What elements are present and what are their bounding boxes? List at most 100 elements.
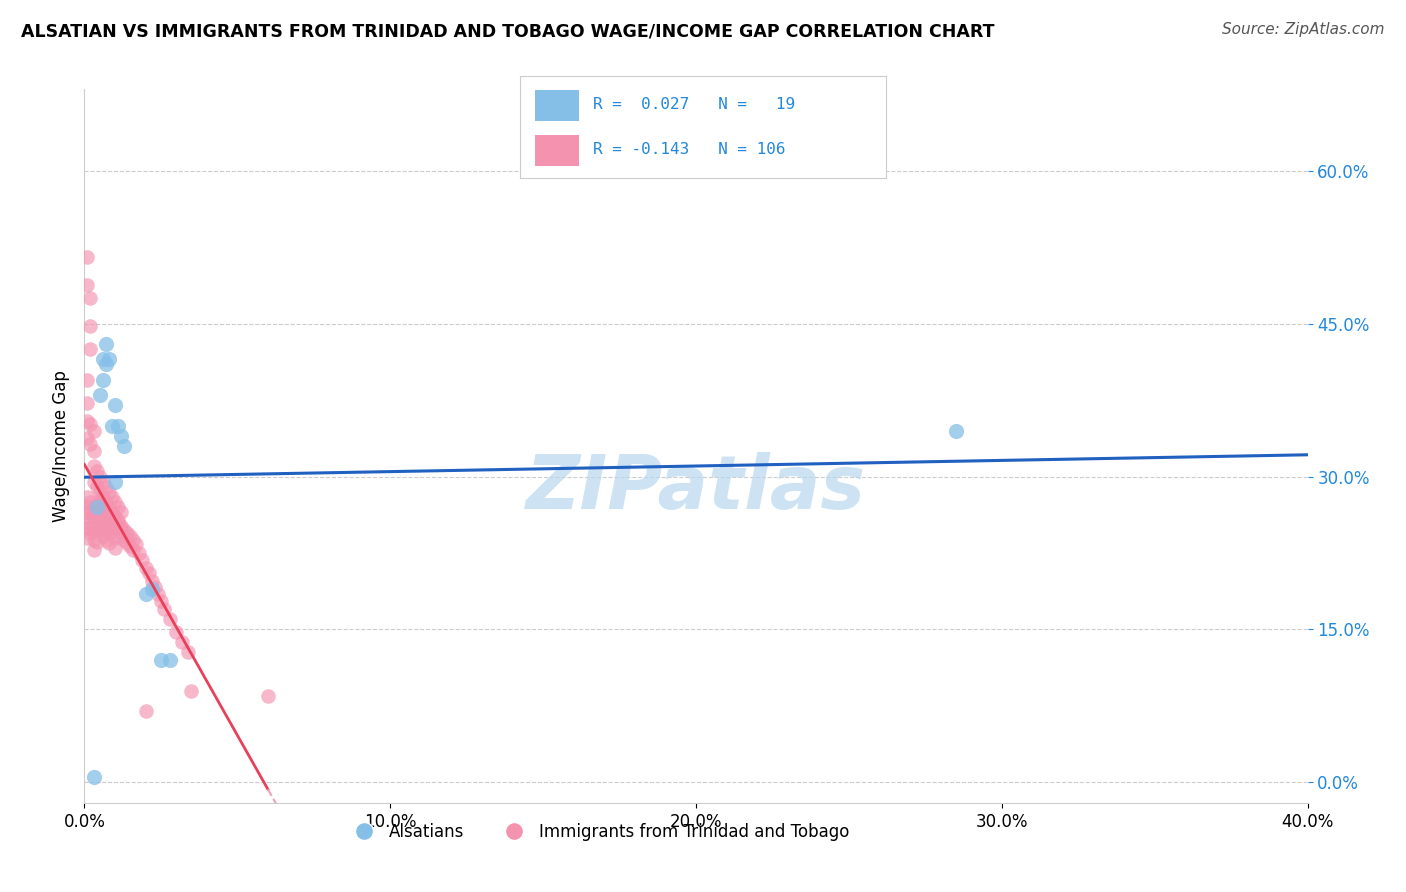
Point (83, 510, 105, 524)
Point (101, 418, 124, 433)
Point (83, 533, 105, 547)
Point (104, 531, 127, 545)
Point (172, 634, 194, 648)
Point (91, 352, 114, 367)
Point (97, 352, 120, 367)
Point (141, 582, 163, 596)
Point (110, 518, 132, 533)
Point (79, 520, 101, 534)
Text: ALSATIAN VS IMMIGRANTS FROM TRINIDAD AND TOBAGO WAGE/INCOME GAP CORRELATION CHAR: ALSATIAN VS IMMIGRANTS FROM TRINIDAD AND… (21, 22, 994, 40)
Point (104, 475, 127, 489)
Point (94, 502, 117, 516)
Point (945, 424, 967, 438)
Point (97, 505, 120, 519)
Point (107, 418, 129, 433)
Point (110, 529, 132, 543)
Point (76, 413, 98, 427)
Point (83, 543, 105, 558)
Point (159, 653, 181, 667)
Point (112, 523, 135, 537)
Point (76, 431, 98, 445)
Point (149, 653, 172, 667)
Point (89, 518, 111, 533)
Point (91, 475, 114, 489)
Point (112, 533, 135, 547)
Point (83, 475, 105, 489)
Point (89, 388, 111, 402)
Point (101, 505, 124, 519)
Point (79, 510, 101, 524)
Point (79, 437, 101, 451)
Point (76, 505, 98, 519)
Point (120, 539, 142, 553)
Point (79, 342, 101, 356)
Point (76, 251, 98, 265)
Point (104, 510, 127, 524)
Point (101, 490, 124, 504)
Point (94, 533, 117, 547)
Point (143, 580, 166, 594)
Point (91, 518, 114, 533)
Point (91, 490, 114, 504)
Point (104, 510, 127, 524)
Text: ZIPatlas: ZIPatlas (526, 452, 866, 525)
Point (107, 500, 129, 515)
Point (94, 358, 117, 372)
Point (76, 500, 98, 515)
Text: Source: ZipAtlas.com: Source: ZipAtlas.com (1222, 22, 1385, 37)
Point (91, 529, 114, 543)
Point (104, 520, 127, 534)
Point (165, 624, 187, 639)
Point (122, 533, 145, 547)
Point (94, 337, 117, 351)
Point (79, 525, 101, 540)
Point (146, 587, 169, 601)
Point (135, 704, 157, 718)
Point (122, 543, 145, 558)
Point (91, 373, 114, 387)
Point (79, 291, 101, 305)
Point (76, 373, 98, 387)
Point (153, 602, 176, 616)
Point (86, 480, 108, 494)
Point (91, 498, 114, 512)
Point (79, 505, 101, 519)
Bar (534, 136, 579, 166)
Point (97, 500, 120, 515)
Point (110, 520, 132, 534)
Point (101, 518, 124, 533)
Point (104, 398, 127, 412)
Point (76, 396, 98, 410)
Point (107, 513, 129, 527)
Point (110, 505, 132, 519)
Point (89, 505, 111, 519)
Legend: Alsatians, Immigrants from Trinidad and Tobago: Alsatians, Immigrants from Trinidad and … (340, 817, 856, 848)
Point (83, 770, 105, 784)
Text: R = -0.143   N = 106: R = -0.143 N = 106 (593, 142, 786, 157)
Point (104, 541, 127, 555)
Point (86, 523, 108, 537)
Point (91, 508, 114, 523)
Point (257, 689, 280, 703)
Point (128, 546, 150, 560)
Point (110, 429, 132, 443)
Point (76, 490, 98, 504)
Point (79, 318, 101, 333)
Point (97, 536, 120, 550)
Y-axis label: Wage/Income Gap: Wage/Income Gap (52, 370, 70, 522)
Point (86, 510, 108, 524)
Point (76, 516, 98, 530)
Point (138, 566, 160, 581)
Point (115, 525, 138, 540)
Point (94, 480, 117, 494)
Point (86, 500, 108, 515)
Point (83, 500, 105, 515)
Point (120, 529, 142, 543)
Bar (534, 90, 579, 121)
Point (177, 645, 200, 659)
Point (159, 612, 181, 626)
Point (86, 534, 108, 549)
Point (89, 484, 111, 499)
Point (131, 553, 153, 567)
Point (76, 531, 98, 545)
